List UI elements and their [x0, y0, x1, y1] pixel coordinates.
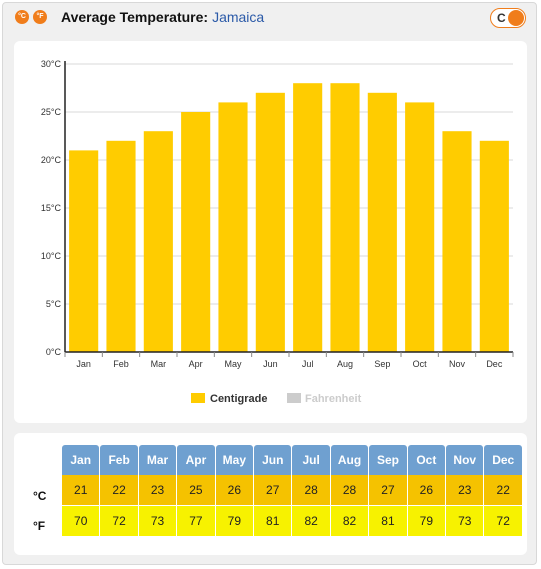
y-tick-label: 0°C	[46, 347, 62, 357]
x-tick-label: Dec	[486, 359, 503, 369]
month-header-feb: Feb	[100, 445, 138, 475]
fahrenheit-cell: 82	[330, 506, 369, 536]
bar-dec	[479, 140, 509, 352]
x-tick-label: Mar	[151, 359, 167, 369]
y-tick-label: 10°C	[41, 251, 62, 261]
celsius-cell: 23	[446, 475, 484, 506]
bar-nov	[442, 131, 472, 352]
page-title: Average Temperature: Jamaica	[61, 9, 264, 25]
legend-swatch-centigrade	[191, 393, 205, 403]
x-tick-label: Feb	[113, 359, 129, 369]
bar-jul	[293, 83, 323, 352]
celsius-cell: 27	[369, 475, 407, 506]
table-card: °C °F Jan Feb Mar Apr May Jun Jul Aug Sep Oct Nov D…	[14, 433, 527, 555]
x-tick-label: Jul	[302, 359, 314, 369]
month-header-nov: Nov	[446, 445, 484, 475]
celsius-cell: 25	[177, 475, 215, 506]
month-header-jul: Jul	[292, 445, 330, 475]
place-name: Jamaica	[212, 9, 265, 25]
y-tick-label: 15°C	[41, 203, 62, 213]
widget-frame: °C °F Average Temperature: Jamaica C 0°C 5…	[2, 2, 537, 565]
unit-toggle-label: C	[497, 11, 506, 25]
month-header-mar: Mar	[138, 445, 177, 475]
x-tick-label: Nov	[449, 359, 466, 369]
y-tick-label: 30°C	[41, 59, 62, 69]
y-tick-label: 25°C	[41, 107, 62, 117]
month-header-sep: Sep	[369, 445, 407, 475]
x-tick-label: May	[224, 359, 242, 369]
toggle-knob	[508, 10, 524, 26]
fahrenheit-cell: 79	[215, 506, 254, 536]
celsius-cell: 22	[484, 475, 522, 506]
fahrenheit-cell: 79	[407, 506, 446, 536]
celsius-cell: 27	[254, 475, 292, 506]
bar-mar	[143, 131, 173, 352]
month-header-apr: Apr	[177, 445, 215, 475]
y-tick-label: 20°C	[41, 155, 62, 165]
title-text: Average Temperature:	[61, 9, 209, 25]
bar-jun	[255, 92, 285, 353]
fahrenheit-row: 70 72 73 77 79 81 82 82 81 79 73 72	[62, 506, 522, 536]
widget-header: °C °F Average Temperature: Jamaica C	[15, 8, 526, 31]
month-header-jun: Jun	[254, 445, 292, 475]
bar-jan	[69, 150, 99, 352]
temperature-table: Jan Feb Mar Apr May Jun Jul Aug Sep Oct Nov Dec 21 2…	[61, 445, 523, 536]
celsius-cell: 26	[215, 475, 254, 506]
x-tick-label: Jan	[76, 359, 91, 369]
celsius-row-label: °C	[33, 489, 47, 503]
bar-oct	[405, 102, 435, 353]
fahrenheit-cell: 72	[100, 506, 138, 536]
legend-label-centigrade[interactable]: Centigrade	[210, 393, 267, 405]
bar-sep	[367, 92, 397, 353]
chart-card: 0°C 5°C 10°C 15°C 20°C 25°C 30°C Jan Feb Mar Apr Ma…	[14, 41, 527, 423]
y-tick-label: 5°C	[46, 299, 62, 309]
celsius-cell: 28	[292, 475, 330, 506]
bar-aug	[330, 83, 360, 352]
month-header-oct: Oct	[407, 445, 446, 475]
fahrenheit-cell: 81	[369, 506, 407, 536]
celsius-cell: 23	[138, 475, 177, 506]
month-header-row: Jan Feb Mar Apr May Jun Jul Aug Sep Oct Nov Dec	[62, 445, 522, 475]
fahrenheit-row-label: °F	[33, 519, 46, 533]
fahrenheit-cell: 73	[138, 506, 177, 536]
celsius-cell: 22	[100, 475, 138, 506]
bar-feb	[106, 140, 136, 352]
fahrenheit-cell: 70	[62, 506, 100, 536]
x-tick-label: Jun	[263, 359, 278, 369]
celsius-cell: 21	[62, 475, 100, 506]
x-tick-label: Sep	[374, 359, 390, 369]
x-tick-label: Aug	[337, 359, 353, 369]
month-header-jan: Jan	[62, 445, 100, 475]
celsius-cell: 26	[407, 475, 446, 506]
fahrenheit-unit-icon[interactable]: °F	[33, 10, 47, 24]
bar-apr	[181, 112, 211, 352]
celsius-unit-icon[interactable]: °C	[15, 10, 29, 24]
fahrenheit-cell: 72	[484, 506, 522, 536]
legend-swatch-fahrenheit	[287, 393, 301, 403]
x-tick-label: Apr	[189, 359, 203, 369]
fahrenheit-cell: 82	[292, 506, 330, 536]
fahrenheit-cell: 81	[254, 506, 292, 536]
fahrenheit-cell: 73	[446, 506, 484, 536]
celsius-cell: 28	[330, 475, 369, 506]
month-header-may: May	[215, 445, 254, 475]
month-header-dec: Dec	[484, 445, 522, 475]
celsius-row: 21 22 23 25 26 27 28 28 27 26 23 22	[62, 475, 522, 506]
unit-toggle[interactable]: C	[490, 8, 526, 28]
x-tick-label: Oct	[413, 359, 428, 369]
bar-may	[218, 102, 248, 353]
legend-label-fahrenheit[interactable]: Fahrenheit	[305, 393, 362, 405]
fahrenheit-cell: 77	[177, 506, 215, 536]
temperature-bar-chart: 0°C 5°C 10°C 15°C 20°C 25°C 30°C Jan Feb Mar Apr Ma…	[41, 59, 514, 405]
month-header-aug: Aug	[330, 445, 369, 475]
